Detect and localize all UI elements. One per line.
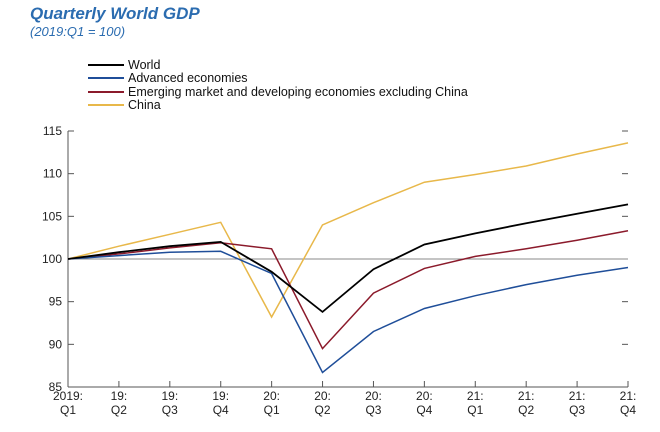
y-tick-label: 95 [49, 295, 63, 309]
x-tick-label-quarter: Q2 [518, 403, 534, 417]
x-tick-label-quarter: Q3 [365, 403, 381, 417]
legend-label-world: World [128, 57, 161, 72]
x-tick-label-year: 21: [620, 389, 637, 403]
chart-subtitle: (2019:Q1 = 100) [30, 24, 126, 39]
series-line-emerging [67, 230, 629, 350]
x-tick-label-quarter: Q4 [416, 403, 432, 417]
y-tick-label: 110 [43, 167, 62, 181]
x-tick-label-year: 20: [263, 389, 280, 403]
y-tick-label: 85 [49, 380, 63, 394]
x-tick-label-quarter: Q2 [111, 403, 127, 417]
x-tick-label-year: 20: [314, 389, 331, 403]
x-tick-label-year: 20: [416, 389, 433, 403]
chart-legend: World Advanced economies Emerging market… [88, 58, 468, 112]
legend-item-china: China [88, 98, 468, 113]
legend-label-china: China [128, 98, 161, 113]
legend-item-world: World [88, 58, 468, 72]
legend-label-advanced: Advanced economies [128, 71, 248, 86]
legend-swatch-china [88, 104, 124, 107]
series-line-china [67, 142, 629, 319]
series-line-world [67, 203, 629, 314]
legend-item-emerging: Emerging market and developing economies… [88, 85, 468, 99]
x-tick-label-quarter: Q1 [264, 403, 280, 417]
x-tick-label-quarter: Q4 [213, 403, 229, 417]
chart-title: Quarterly World GDP [30, 4, 200, 23]
x-tick-label-year: 19: [212, 389, 229, 403]
x-tick-label-quarter: Q4 [620, 403, 636, 417]
y-tick-label: 115 [43, 124, 62, 138]
x-tick-label-quarter: Q1 [60, 403, 76, 417]
legend-swatch-world [88, 63, 124, 66]
x-tick-label-year: 20: [365, 389, 382, 403]
x-tick-label-quarter: Q3 [569, 403, 585, 417]
y-tick-label: 100 [42, 252, 62, 266]
series-line-advanced [67, 250, 629, 374]
x-tick-label-quarter: Q2 [315, 403, 331, 417]
x-tick-label-year: 21: [467, 389, 484, 403]
y-tick-label: 90 [49, 337, 63, 351]
x-tick-label-year: 2019: [53, 389, 83, 403]
x-tick-label-year: 21: [518, 389, 535, 403]
legend-swatch-emerging [88, 90, 124, 93]
x-tick-label-year: 19: [111, 389, 128, 403]
y-tick-label: 105 [42, 209, 62, 223]
x-tick-label-quarter: Q3 [162, 403, 178, 417]
legend-swatch-advanced [88, 77, 124, 80]
x-tick-label-year: 19: [161, 389, 178, 403]
x-tick-label-quarter: Q1 [467, 403, 483, 417]
x-tick-label-year: 21: [569, 389, 586, 403]
legend-item-advanced: Advanced economies [88, 71, 468, 86]
legend-label-emerging: Emerging market and developing economies… [128, 84, 468, 99]
